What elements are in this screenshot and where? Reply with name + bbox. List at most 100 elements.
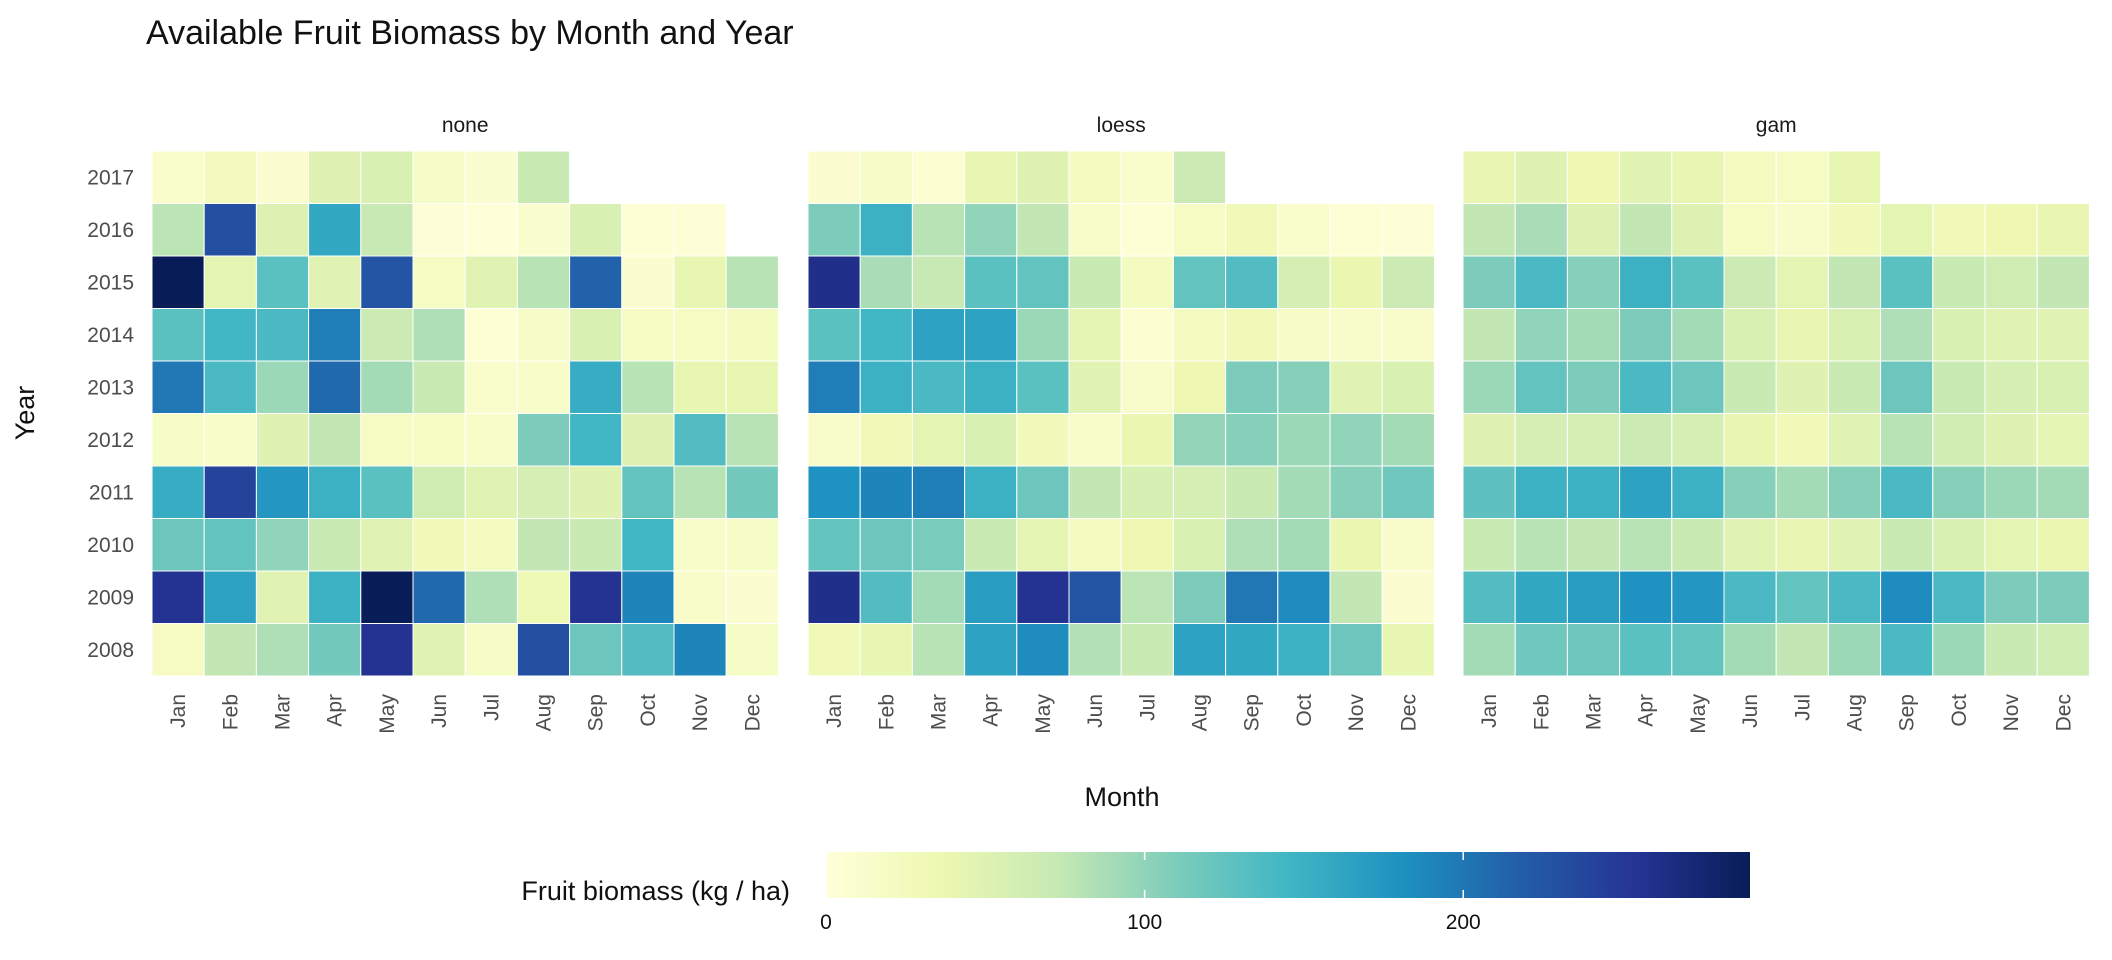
x-tick-label: May [1032, 694, 1055, 734]
x-tick-label: Mar [272, 694, 295, 730]
legend-ticks: 0 100 200 [820, 852, 1481, 934]
heatmap-cell [1775, 623, 1829, 677]
heatmap-cell [1016, 570, 1070, 624]
heatmap-cell [151, 308, 205, 362]
heatmap-cell [621, 308, 675, 362]
heatmap-cell [1462, 570, 1516, 624]
heatmap-cell [1984, 308, 2038, 362]
heatmap-cell [807, 623, 861, 677]
heatmap-cell [308, 465, 362, 519]
heatmap-cell [255, 308, 310, 362]
heatmap-cell [308, 360, 362, 414]
heatmap-cell [964, 465, 1018, 519]
legend-tick-label: 100 [1127, 911, 1162, 934]
heatmap-cell [464, 150, 518, 204]
heatmap-cell [1120, 255, 1174, 309]
heatmap-cell [1775, 308, 1829, 362]
heatmap-cell [1016, 623, 1070, 677]
heatmap-cell [516, 570, 571, 624]
heatmap-cell [1619, 203, 1673, 257]
heatmap-cell [859, 623, 913, 677]
panel-label: none [442, 114, 489, 137]
heatmap-cell [412, 255, 466, 309]
heatmap-cell [911, 465, 966, 519]
heatmap-cell [807, 308, 861, 362]
heatmap-cell [412, 518, 466, 572]
y-tick-label: 2016 [87, 219, 134, 242]
heatmap-cell [1172, 413, 1227, 467]
heatmap-cell [1016, 255, 1070, 309]
heatmap-cell [1172, 518, 1227, 572]
heatmap-cell [1775, 203, 1829, 257]
heatmap-cell [1068, 623, 1122, 677]
x-tick-label: Nov [1345, 694, 1368, 732]
heatmap-cell [1172, 150, 1227, 204]
heatmap-cell [464, 255, 518, 309]
x-tick-label: Apr [324, 694, 347, 727]
heatmap-cell [1827, 465, 1882, 519]
heatmap-cell [1225, 360, 1279, 414]
x-tick-label: Feb [875, 694, 898, 730]
heatmap-cell [1462, 413, 1516, 467]
panel-label: gam [1756, 114, 1797, 137]
x-tick-label: Jun [1084, 694, 1107, 728]
heatmap-cell [1880, 570, 1934, 624]
heatmap-cell [1880, 255, 1934, 309]
heatmap-cell [1671, 360, 1725, 414]
x-tick-label: Sep [1896, 694, 1919, 731]
heatmap-cell [203, 570, 257, 624]
heatmap-cell [360, 518, 414, 572]
heatmap-cell [1068, 150, 1122, 204]
heatmap-cell [1172, 360, 1227, 414]
heatmap-cell [308, 308, 362, 362]
heatmap-cell [1723, 465, 1777, 519]
heatmap-cell [308, 570, 362, 624]
heatmap-cell [1381, 203, 1435, 257]
heatmap-cell [1172, 623, 1227, 677]
heatmap-cell [360, 623, 414, 677]
heatmap-cell [255, 465, 310, 519]
heatmap-cell [360, 255, 414, 309]
heatmap-cell [2036, 203, 2090, 257]
heatmap-cell [621, 518, 675, 572]
heatmap-cell [621, 413, 675, 467]
heatmap-cell [1514, 308, 1568, 362]
heatmap-cell [1329, 518, 1383, 572]
heatmap-cell [1225, 518, 1279, 572]
heatmap-cell [964, 518, 1018, 572]
heatmap-cell [1120, 465, 1174, 519]
heatmap-cell [1932, 203, 1986, 257]
heatmap-cell [360, 360, 414, 414]
heatmap-cell [1880, 465, 1934, 519]
heatmap-cell [412, 203, 466, 257]
heatmap-cell [1827, 570, 1882, 624]
heatmap-cell [1827, 255, 1882, 309]
heatmap-cell [621, 360, 675, 414]
heatmap-cell [1775, 570, 1829, 624]
heatmap-cell [621, 203, 675, 257]
legend-colorbar [826, 852, 1750, 898]
heatmap-cell [464, 413, 518, 467]
heatmap-cell [569, 465, 623, 519]
heatmap-cell [1619, 570, 1673, 624]
heatmap-cell [1329, 308, 1383, 362]
heatmap-cell [151, 623, 205, 677]
heatmap-cell [464, 570, 518, 624]
heatmap-cell [673, 255, 727, 309]
heatmap-cell [621, 623, 675, 677]
heatmap-cell [1566, 623, 1621, 677]
legend-gradient [826, 852, 1750, 898]
x-tick-label: Oct [1293, 694, 1316, 727]
heatmap-cell [1068, 570, 1122, 624]
heatmap-cell [151, 360, 205, 414]
heatmap-cell [1462, 465, 1516, 519]
heatmap-cell [360, 150, 414, 204]
heatmap-cell [464, 465, 518, 519]
heatmap-cell [1277, 518, 1331, 572]
heatmap-cell [1016, 413, 1070, 467]
heatmap-cell [1381, 465, 1435, 519]
heatmap-cell [621, 465, 675, 519]
heatmap-cell [1068, 465, 1122, 519]
heatmap-cell [1671, 255, 1725, 309]
